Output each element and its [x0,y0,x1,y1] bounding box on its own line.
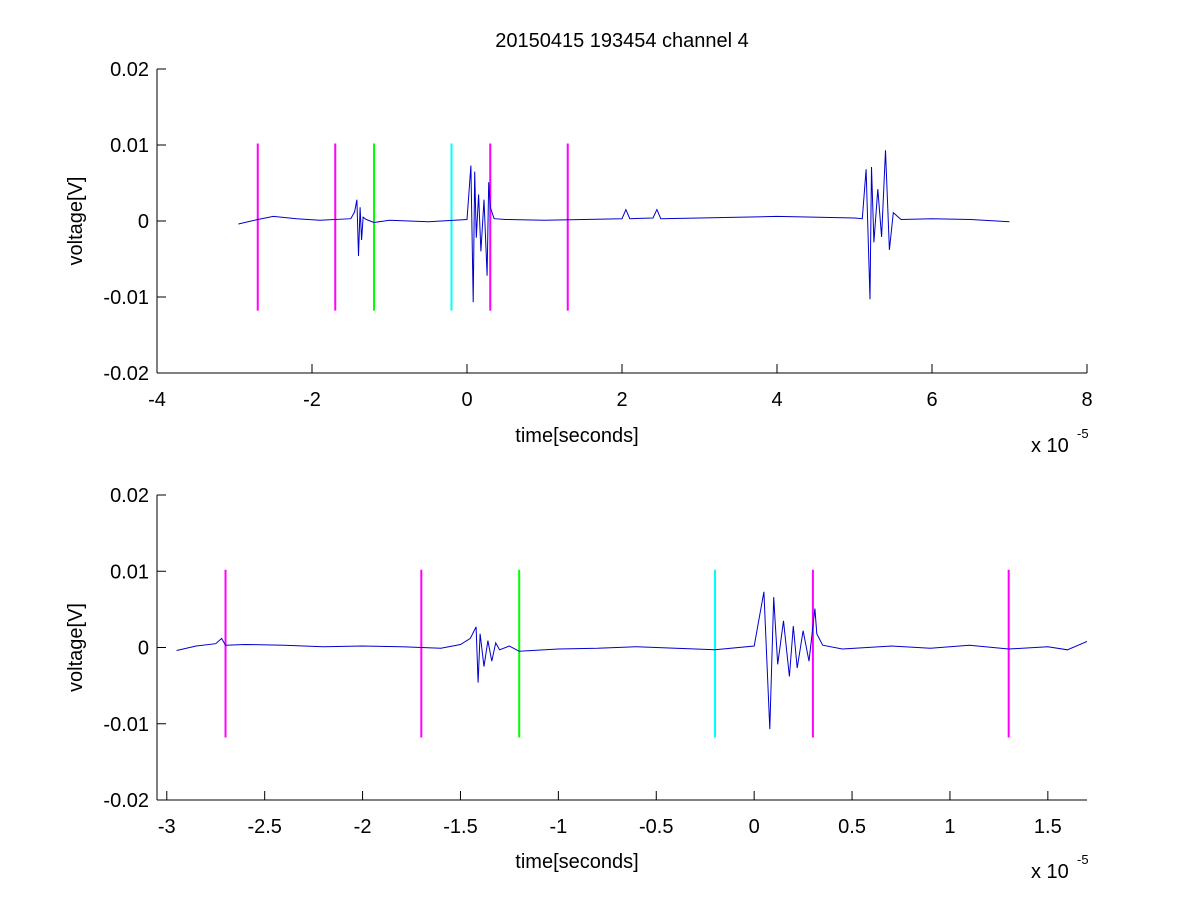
x-exponent-power: -5 [1077,426,1089,441]
y-tick-label: -0.01 [103,714,149,736]
top-chart: 0.02 0.01 0 -0.01 -0.02 -4 -2 0 2 4 6 8 time[seconds… [65,30,1093,457]
x-tick-label: 1 [944,816,955,838]
x-exponent-label: x 10 [1031,861,1069,883]
x-tick-label: -4 [148,389,166,411]
plot-area [176,569,1087,738]
x-exponent-power: -5 [1077,852,1089,867]
x-tick-label: 1.5 [1034,816,1062,838]
y-axis-label: voltage[V] [65,603,87,692]
x-tick-label: -3 [158,816,176,838]
y-tick-label: 0.02 [110,485,149,507]
y-tick-label: 0.02 [110,59,149,81]
voltage-series-line [176,591,1087,730]
x-tick-label: 8 [1081,389,1092,411]
x-tick-label: 0.5 [838,816,866,838]
y-axis-label: voltage[V] [65,177,87,266]
chart-title: 20150415 193454 channel 4 [495,30,749,52]
x-tick-label: 4 [771,389,782,411]
bottom-chart: 0.02 0.01 0 -0.01 -0.02 -3 -2.5 -2 -1.5 -1 -0.5 0 0.… [65,485,1089,883]
x-tick-label: -2 [354,816,372,838]
x-tick-label: -0.5 [639,816,673,838]
x-tick-label: 2 [616,389,627,411]
y-tick-label: 0.01 [110,561,149,583]
y-tick-label: 0.01 [110,135,149,157]
y-tick-label: -0.01 [103,287,149,309]
x-tick-label: -2.5 [247,816,281,838]
y-tick-label: 0 [138,211,149,233]
x-tick-label: -1 [549,816,567,838]
x-tick-label: -2 [303,389,321,411]
y-tick-label: 0 [138,638,149,660]
x-axis-label: time[seconds] [515,425,638,447]
plot-area [238,143,1010,311]
x-tick-label: -1.5 [443,816,477,838]
x-tick-label: 6 [926,389,937,411]
x-tick-label: 0 [461,389,472,411]
x-axis-label: time[seconds] [515,851,638,873]
voltage-series-line [238,150,1010,303]
x-tick-label: 0 [749,816,760,838]
y-tick-label: -0.02 [103,363,149,385]
y-tick-label: -0.02 [103,790,149,812]
x-exponent-label: x 10 [1031,435,1069,457]
